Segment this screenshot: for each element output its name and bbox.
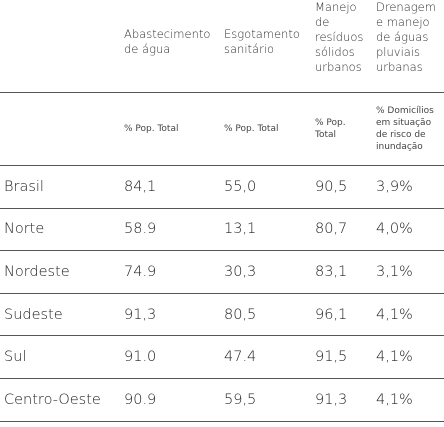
data-value: 58.9	[124, 221, 157, 238]
data-value: 47.4	[224, 349, 257, 366]
data-value: 84,1	[124, 178, 157, 195]
data-value: 4,0%	[376, 221, 413, 238]
data-value: 3,9%	[376, 178, 413, 195]
data-value: 80,5	[224, 306, 257, 323]
data-value: 80,7	[315, 221, 348, 238]
data-value: 3,1%	[376, 263, 413, 280]
column-unit: % Pop. Total	[224, 124, 279, 134]
data-value: 83,1	[315, 263, 348, 280]
header-row: Abastecimento de água Esgotamento sanitár…	[0, 0, 444, 93]
units-row: % Pop. Total % Pop. Total % Pop. Total % Do…	[0, 93, 444, 166]
data-row: Brasil 84,1 55,0 90,5 3,9%	[0, 166, 444, 209]
column-unit: % Pop. Total	[124, 124, 179, 134]
data-row: Centro-Oeste 90.9 59,5 91,3 4,1%	[0, 379, 444, 422]
column-unit: % Domicílios em situação de risco de inu…	[376, 106, 434, 152]
data-value: 96,1	[315, 306, 348, 323]
data-value: 55,0	[224, 178, 257, 195]
data-value: 90,5	[315, 178, 348, 195]
region-name: Centro-Oeste	[4, 391, 101, 408]
data-value: 4,1%	[376, 306, 413, 323]
data-row: Sul 91.0 47.4 91,5 4,1%	[0, 336, 444, 379]
region-name: Norte	[4, 221, 45, 238]
column-header: Esgotamento sanitário	[224, 27, 300, 56]
region-name: Nordeste	[4, 263, 70, 280]
data-value: 4,1%	[376, 391, 413, 408]
column-header: Manejo de resíduos sólidos urbanos	[315, 0, 364, 74]
column-header: Abastecimento de água	[124, 27, 211, 56]
region-name: Sudeste	[4, 306, 63, 323]
data-value: 91,3	[124, 306, 157, 323]
data-row: Norte 58.9 13,1 80,7 4,0%	[0, 209, 444, 252]
data-row: Sudeste 91,3 80,5 96,1 4,1%	[0, 294, 444, 337]
region-name: Sul	[4, 349, 27, 366]
column-header: Drenagem e manejo de águas pluviais urba…	[376, 0, 436, 74]
data-value: 91,3	[315, 391, 348, 408]
data-value: 30,3	[224, 263, 257, 280]
data-value: 91,5	[315, 349, 348, 366]
column-unit: % Pop. Total	[315, 118, 346, 140]
data-value: 13,1	[224, 221, 257, 238]
data-value: 91.0	[124, 349, 157, 366]
data-value: 4,1%	[376, 349, 413, 366]
data-row: Nordeste 74.9 30,3 83,1 3,1%	[0, 251, 444, 294]
region-name: Brasil	[4, 178, 44, 195]
data-value: 59,5	[224, 391, 257, 408]
data-value: 74.9	[124, 263, 157, 280]
data-value: 90.9	[124, 391, 157, 408]
